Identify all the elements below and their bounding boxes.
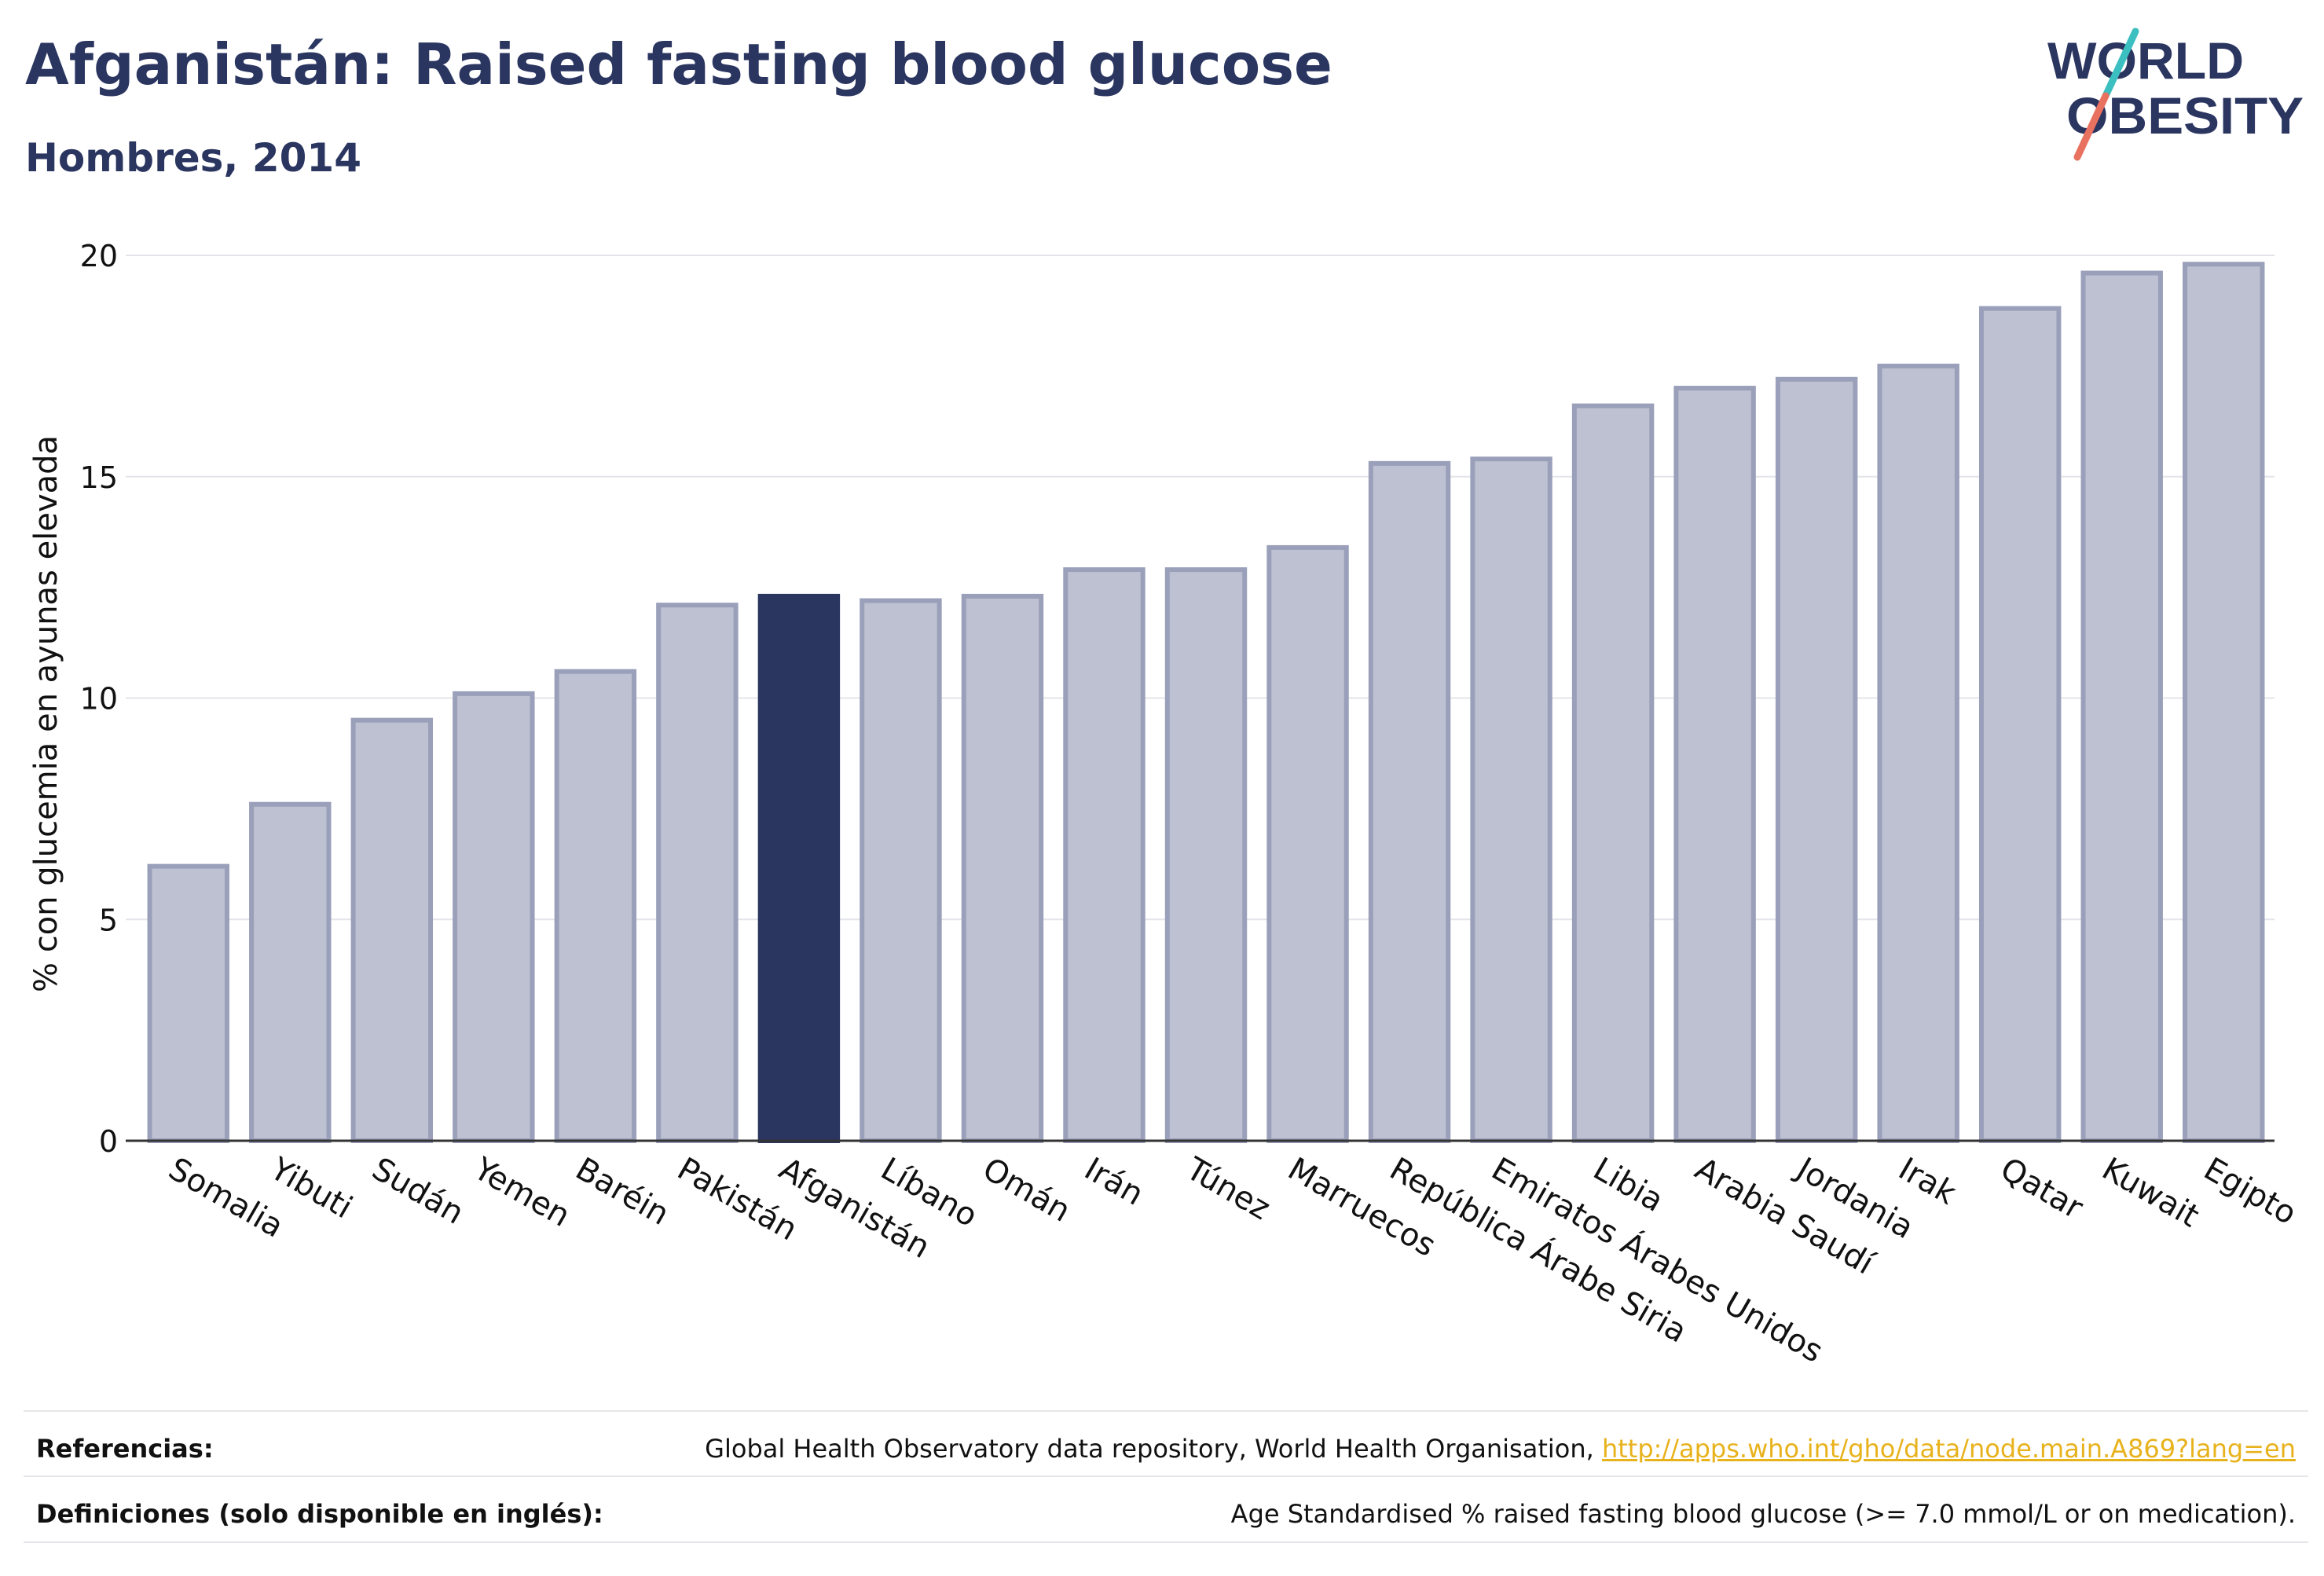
x-tick-label: Sudán: [366, 1151, 470, 1232]
bar-república-árabe-siria: [1368, 460, 1451, 1143]
x-tick-label: Egipto: [2198, 1151, 2302, 1233]
x-tick-label: Yemen: [467, 1150, 576, 1234]
y-tick-label: 15: [80, 460, 118, 495]
x-tick-label: Baréin: [570, 1151, 675, 1233]
bar-irak: [1877, 363, 1959, 1143]
logo-slash-red: [2073, 92, 2110, 161]
x-tick-label: Kuwait: [2096, 1151, 2205, 1235]
bar-arabia-saudí: [1673, 386, 1756, 1143]
y-tick-label: 0: [99, 1124, 118, 1159]
y-axis-label: % con glucemia en ayunas elevada: [28, 435, 64, 992]
bar-somalia: [147, 863, 229, 1143]
x-tick-label: Qatar: [1994, 1151, 2089, 1226]
y-tick-label: 20: [80, 239, 118, 273]
y-tick-label: 5: [99, 903, 118, 937]
world-obesity-logo: WORLD OBESITY: [2047, 27, 2304, 161]
references-link[interactable]: http://apps.who.int/gho/data/node.main.A…: [1601, 1434, 2296, 1464]
logo-slash-teal: [2102, 27, 2139, 100]
bar-sudán: [350, 717, 434, 1143]
chart-subtitle: Hombres, 2014: [25, 135, 361, 181]
bar-pakistán: [656, 603, 739, 1143]
bar-líbano: [860, 598, 942, 1143]
bar-baréin: [554, 669, 637, 1143]
bar-yemen: [453, 691, 535, 1143]
logo-word-world: WORLD: [2047, 31, 2244, 90]
footer-references-row: Referencias: Global Health Observatory d…: [24, 1410, 2308, 1478]
bar-emiratos-árabes-unidos: [1470, 456, 1552, 1143]
footer-divider: [24, 1541, 2308, 1543]
x-tick-label: Irán: [1078, 1151, 1149, 1213]
x-tick-label: Irak: [1893, 1151, 1963, 1212]
references-value: Global Health Observatory data repositor…: [705, 1434, 2296, 1464]
x-tick-label: Túnez: [1179, 1150, 1276, 1227]
bar-irán: [1063, 567, 1146, 1143]
chart-title: Afganistán: Raised fasting blood glucose: [25, 31, 1332, 97]
bar-omán: [961, 593, 1044, 1143]
definitions-label: Definiciones (solo disponible en inglés)…: [36, 1499, 603, 1529]
bar-libia: [1571, 403, 1655, 1143]
bar-jordania: [1775, 376, 1858, 1143]
bar-marruecos: [1266, 544, 1349, 1143]
y-tick-label: 10: [80, 682, 118, 717]
references-text: Global Health Observatory data repositor…: [705, 1434, 1602, 1464]
bar-yibuti: [249, 801, 332, 1143]
bar-afganistán: [757, 593, 841, 1143]
y-tick-labels: 0 5 10 15 20: [80, 239, 118, 1159]
bar-kuwait: [2080, 270, 2163, 1143]
definitions-text: Age Standardised % raised fasting blood …: [1230, 1499, 2296, 1529]
x-tick-label: Omán: [977, 1151, 1076, 1230]
bar-egipto: [2183, 262, 2265, 1143]
bars: [147, 262, 2265, 1143]
bar-túnez: [1164, 567, 1248, 1143]
bar-qatar: [1978, 306, 2062, 1143]
footer-definitions-row: Definiciones (solo disponible en inglés)…: [24, 1475, 2308, 1543]
x-tick-label: Somalia: [163, 1151, 290, 1245]
references-label: Referencias:: [36, 1434, 214, 1464]
